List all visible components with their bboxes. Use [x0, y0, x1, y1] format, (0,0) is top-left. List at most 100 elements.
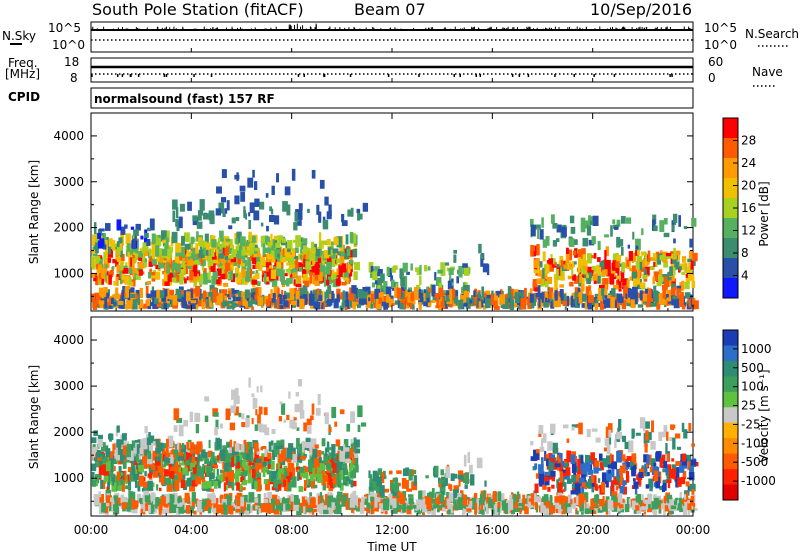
data-cell [97, 229, 103, 235]
data-cell [103, 468, 110, 476]
data-cell [378, 495, 385, 501]
data-cell [537, 261, 543, 268]
data-cell [253, 181, 258, 191]
data-cell [688, 472, 695, 481]
data-cell [195, 424, 200, 434]
data-cell [592, 297, 598, 304]
data-cell [691, 443, 696, 447]
data-cell [669, 266, 673, 276]
data-cell [170, 450, 176, 460]
data-cell [345, 234, 349, 245]
data-cell [607, 499, 612, 510]
data-cell [245, 241, 250, 247]
data-cell [314, 272, 320, 281]
data-cell [587, 479, 592, 489]
y-tick-label: 1000 [53, 266, 84, 280]
data-cell [319, 298, 323, 304]
data-cell [113, 475, 119, 486]
data-cell [328, 452, 332, 460]
data-cell [263, 498, 270, 510]
data-cell [383, 488, 390, 493]
data-cell [309, 473, 314, 482]
data-cell [440, 262, 446, 272]
data-cell [481, 286, 485, 298]
data-cell [534, 483, 539, 494]
data-cell [339, 305, 344, 310]
data-cell [434, 272, 437, 281]
data-cell [656, 306, 661, 310]
data-cell [479, 509, 483, 514]
data-cell [142, 437, 148, 450]
data-cell [558, 458, 561, 463]
data-cell [616, 431, 622, 440]
data-cell [656, 299, 661, 308]
data-cell [507, 503, 510, 515]
data-cell [235, 245, 241, 253]
data-cell [246, 267, 250, 278]
data-cell [639, 500, 642, 507]
data-cell [608, 469, 612, 474]
data-cell [284, 247, 288, 256]
data-cell [147, 473, 152, 478]
data-cell [162, 451, 166, 462]
data-cell [332, 248, 339, 254]
data-cell [267, 456, 272, 468]
data-cell [447, 280, 452, 290]
data-cell [255, 261, 260, 269]
data-cell [452, 489, 459, 500]
data-cell [128, 262, 134, 275]
data-cell [529, 218, 534, 228]
data-cell [554, 463, 561, 468]
data-cell [303, 258, 306, 268]
data-cell [323, 277, 327, 287]
data-cell [657, 471, 661, 476]
data-cell [608, 477, 612, 483]
data-cell [578, 477, 585, 483]
data-cell [368, 486, 374, 496]
data-cell [484, 480, 487, 487]
data-cell [616, 496, 622, 509]
data-cell [343, 466, 348, 475]
data-cell [318, 232, 322, 243]
data-cell [562, 300, 568, 307]
data-cell [206, 499, 212, 508]
data-cell [186, 463, 190, 472]
data-cell [168, 289, 175, 298]
data-cell [483, 499, 487, 509]
data-cell [533, 269, 540, 274]
data-cell [539, 446, 545, 452]
data-cell [198, 249, 205, 259]
data-cell [264, 247, 271, 253]
data-cell [157, 449, 161, 461]
data-cell [687, 500, 691, 506]
data-cell [605, 298, 612, 308]
data-cell [330, 466, 335, 471]
data-cell [323, 505, 328, 514]
data-cell [238, 297, 242, 306]
data-cell [383, 281, 388, 291]
data-cell [675, 467, 680, 479]
data-cell [580, 278, 585, 290]
data-cell [231, 244, 235, 252]
data-cell [322, 301, 328, 308]
data-cell [484, 296, 491, 308]
data-cell [561, 226, 567, 237]
data-cell [216, 186, 222, 194]
data-cell [547, 441, 553, 451]
data-cell [276, 301, 280, 309]
data-cell [329, 294, 332, 302]
data-cell [95, 233, 99, 243]
data-cell [182, 467, 189, 475]
data-cell [514, 292, 520, 304]
data-cell [289, 277, 293, 284]
data-cell [228, 267, 233, 271]
data-cell [167, 274, 174, 282]
data-cell [224, 245, 230, 257]
data-cell [591, 255, 594, 259]
data-cell [611, 480, 614, 491]
cpid-label: CPID [8, 90, 40, 104]
data-cell [671, 224, 675, 232]
data-cell [300, 503, 305, 512]
data-cell [160, 475, 165, 485]
data-cell [310, 478, 316, 489]
